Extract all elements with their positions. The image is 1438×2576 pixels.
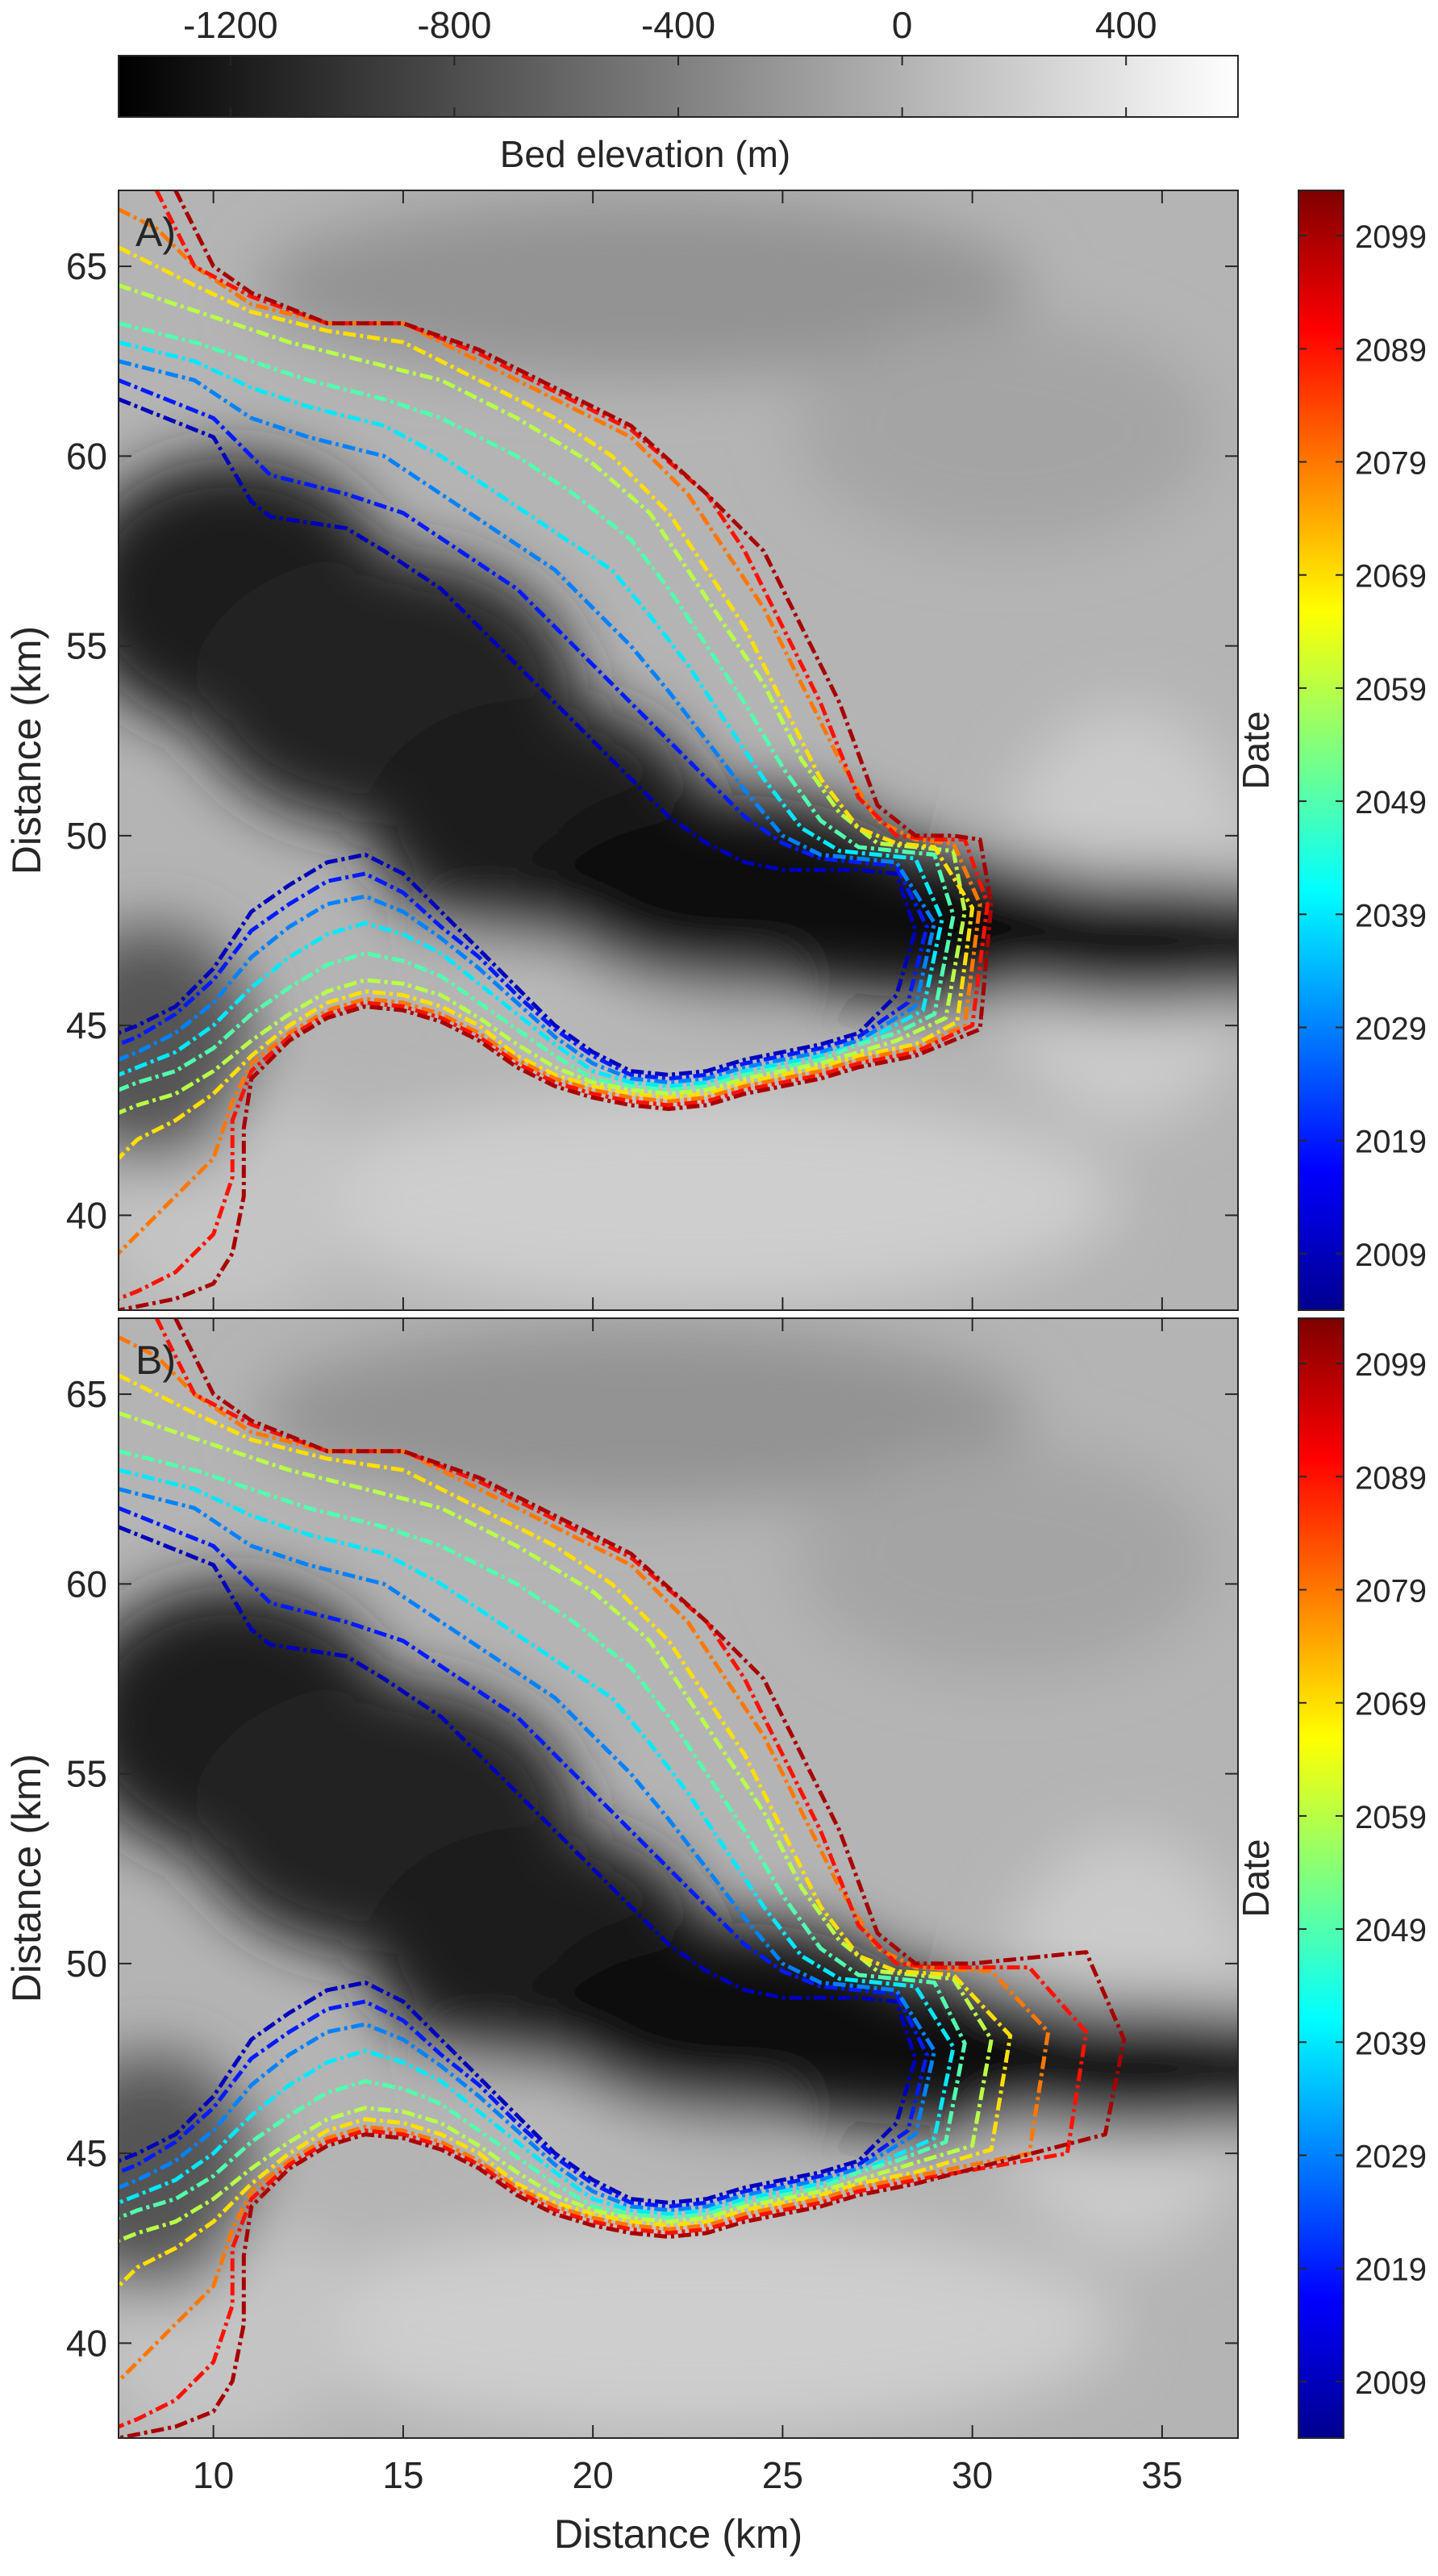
grounding-line-2019-a [119, 378, 929, 1081]
date-colorbar-tick-label-a: 2089 [1355, 332, 1427, 368]
grounding-line-2009-a [119, 397, 918, 1077]
y-tick-label-b: 50 [66, 1943, 107, 1985]
bed-elevation-colorbar: -1200 -800 -400 0 400 Bed elevation (m) [118, 4, 1239, 175]
grounding-line-2059-a [119, 283, 967, 1115]
date-colorbar-tick-label-b: 2019 [1355, 2252, 1427, 2288]
y-tick-label-a: 65 [66, 245, 107, 287]
x-tick-label-b: 15 [382, 2454, 423, 2496]
grounding-line-2049-b [119, 1449, 967, 2220]
axes-frame-b [118, 1317, 1239, 2439]
bed-colorbar-tick-label: -800 [417, 4, 491, 46]
grounding-line-2079-a [119, 207, 982, 1255]
date-colorbar-tick-label-b: 2039 [1355, 2026, 1427, 2061]
bed-colorbar-tick-label: 0 [892, 4, 913, 46]
grounding-line-2029-a [119, 359, 937, 1085]
grounding-line-2089-b [119, 1318, 1089, 2429]
contours-b [119, 1318, 1127, 2438]
y-axis-label-a: Distance (km) [4, 626, 49, 875]
date-colorbar-tick-label-a: 2079 [1355, 445, 1427, 481]
axes-frame-a [118, 190, 1239, 1311]
bed-colorbar-tick-label: -1200 [183, 4, 278, 46]
date-colorbar-tick-label-a: 2029 [1355, 1011, 1427, 1046]
panel-b: 10 15 20 25 30 35 40 45 50 55 60 65 B) Distance (km… [4, 1317, 1427, 2557]
y-tick-label-b: 40 [66, 2322, 107, 2364]
x-tick-label-b: 10 [193, 2454, 234, 2496]
grounding-line-2029-b [119, 1487, 937, 2213]
y-tick-label-a: 45 [66, 1004, 107, 1046]
x-tick-label-b: 35 [1141, 2454, 1182, 2496]
bed-elevation-label: Bed elevation (m) [500, 133, 791, 175]
date-colorbar-tick-label-b: 2099 [1355, 1347, 1427, 1383]
bed-colorbar-tick-label: -400 [641, 4, 715, 46]
date-colorbar-tick-label-b: 2059 [1355, 1800, 1427, 1835]
date-colorbar-tick-label-b: 2049 [1355, 1913, 1427, 1948]
date-colorbar-tick-label-b: 2079 [1355, 1573, 1427, 1609]
date-colorbar-tick-label-a: 2069 [1355, 559, 1427, 595]
y-tick-label-b: 55 [66, 1753, 107, 1795]
grounding-line-2079-b [119, 1335, 1051, 2383]
grounding-line-2089-a [119, 190, 990, 1301]
date-colorbar-a-label: Date [1235, 711, 1277, 789]
grounding-line-2059-b [119, 1411, 994, 2243]
date-colorbar-b: 2009 2019 2029 2039 2049 2059 2069 2079 2089 2099… [1235, 1317, 1427, 2439]
date-colorbar-b-label: Date [1235, 1839, 1277, 1917]
date-colorbar-tick-label-a: 2059 [1355, 672, 1427, 708]
date-colorbar-a-gradient [1298, 190, 1344, 1311]
y-tick-label-b: 60 [66, 1563, 107, 1605]
y-tick-label-a: 55 [66, 625, 107, 667]
grounding-line-2009-b [119, 1525, 918, 2205]
x-tick-label-b: 20 [573, 2454, 614, 2496]
date-colorbar-b-gradient [1298, 1317, 1344, 2439]
date-colorbar-tick-label-b: 2089 [1355, 1460, 1427, 1496]
contours-a [119, 190, 994, 1310]
y-tick-label-b: 65 [66, 1373, 107, 1415]
grounding-line-2069-a [119, 245, 975, 1160]
grounding-line-2099-b [119, 1318, 1127, 2438]
x-axis-label-b: Distance (km) [554, 2511, 802, 2557]
panel-label-a: A) [135, 210, 176, 255]
panel-label-b: B) [135, 1338, 176, 1383]
y-tick-label-b: 45 [66, 2132, 107, 2174]
date-colorbar-tick-label-a: 2019 [1355, 1125, 1427, 1160]
date-colorbar-tick-label-b: 2009 [1355, 2365, 1427, 2401]
date-colorbar-a: 2009 2019 2029 2039 2049 2059 2069 2079 2089 2099… [1235, 190, 1427, 1311]
x-tick-label-b: 25 [762, 2454, 803, 2496]
date-colorbar-tick-label-a: 2049 [1355, 785, 1427, 820]
grounding-line-2039-b [119, 1468, 956, 2216]
y-axis-label-b: Distance (km) [4, 1754, 49, 2002]
grounding-line-2049-a [119, 321, 956, 1092]
grounding-line-2019-b [119, 1505, 929, 2209]
grounding-line-2069-b [119, 1373, 1013, 2288]
grounding-line-2099-a [119, 190, 994, 1310]
y-tick-label-a: 40 [66, 1194, 107, 1236]
bed-elevation-colorbar-gradient [118, 55, 1239, 118]
date-colorbar-tick-label-a: 2099 [1355, 219, 1427, 255]
x-tick-label-b: 30 [952, 2454, 993, 2496]
date-colorbar-tick-label-b: 2029 [1355, 2139, 1427, 2174]
date-colorbar-tick-label-a: 2009 [1355, 1238, 1427, 1273]
date-colorbar-tick-label-b: 2069 [1355, 1687, 1427, 1722]
bed-colorbar-tick-label: 400 [1095, 4, 1157, 46]
date-colorbar-tick-label-a: 2039 [1355, 898, 1427, 933]
y-tick-label-a: 50 [66, 815, 107, 857]
y-tick-label-a: 60 [66, 435, 107, 477]
